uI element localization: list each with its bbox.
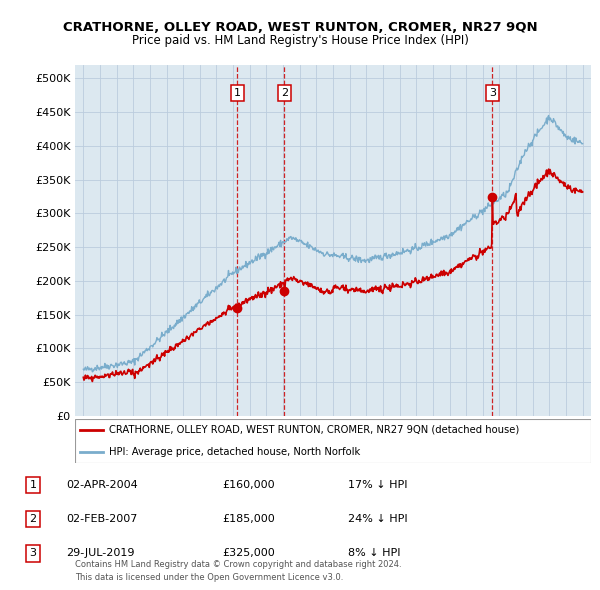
Text: This data is licensed under the Open Government Licence v3.0.: This data is licensed under the Open Gov… bbox=[75, 573, 343, 582]
Text: 2: 2 bbox=[281, 88, 288, 99]
Text: 29-JUL-2019: 29-JUL-2019 bbox=[66, 549, 134, 558]
Text: 3: 3 bbox=[489, 88, 496, 99]
Text: CRATHORNE, OLLEY ROAD, WEST RUNTON, CROMER, NR27 9QN (detached house): CRATHORNE, OLLEY ROAD, WEST RUNTON, CROM… bbox=[109, 425, 519, 435]
Text: 8% ↓ HPI: 8% ↓ HPI bbox=[348, 549, 401, 558]
Text: 17% ↓ HPI: 17% ↓ HPI bbox=[348, 480, 407, 490]
Text: £160,000: £160,000 bbox=[222, 480, 275, 490]
Text: 1: 1 bbox=[29, 480, 37, 490]
Text: 02-FEB-2007: 02-FEB-2007 bbox=[66, 514, 137, 524]
FancyBboxPatch shape bbox=[75, 419, 591, 463]
Text: 1: 1 bbox=[234, 88, 241, 99]
Text: HPI: Average price, detached house, North Norfolk: HPI: Average price, detached house, Nort… bbox=[109, 447, 360, 457]
Text: Contains HM Land Registry data © Crown copyright and database right 2024.: Contains HM Land Registry data © Crown c… bbox=[75, 560, 401, 569]
Text: Price paid vs. HM Land Registry's House Price Index (HPI): Price paid vs. HM Land Registry's House … bbox=[131, 34, 469, 47]
Text: £185,000: £185,000 bbox=[222, 514, 275, 524]
Text: £325,000: £325,000 bbox=[222, 549, 275, 558]
Text: 02-APR-2004: 02-APR-2004 bbox=[66, 480, 138, 490]
Text: 2: 2 bbox=[29, 514, 37, 524]
Text: 24% ↓ HPI: 24% ↓ HPI bbox=[348, 514, 407, 524]
Text: CRATHORNE, OLLEY ROAD, WEST RUNTON, CROMER, NR27 9QN: CRATHORNE, OLLEY ROAD, WEST RUNTON, CROM… bbox=[62, 21, 538, 34]
Text: 3: 3 bbox=[29, 549, 37, 558]
